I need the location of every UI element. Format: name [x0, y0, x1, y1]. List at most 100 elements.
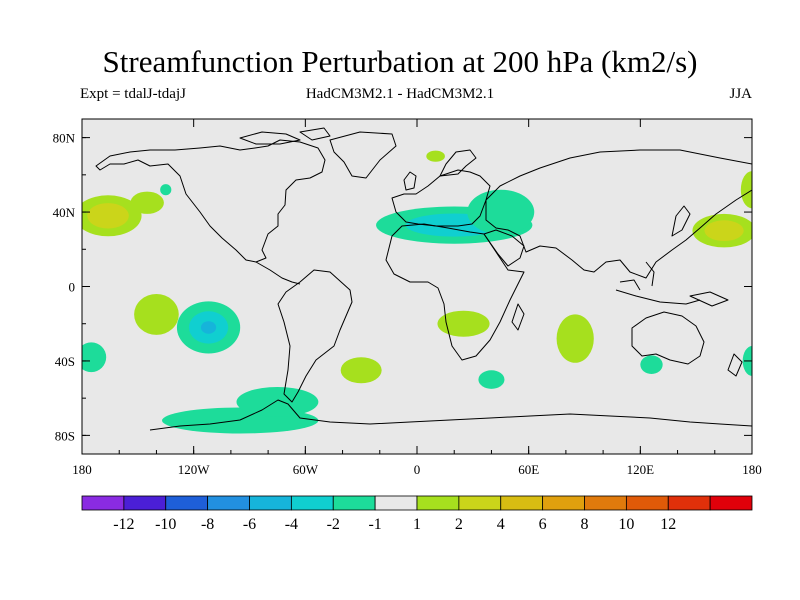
- anomaly-contour: [467, 189, 535, 235]
- anomaly-contour: [130, 191, 164, 214]
- colorbar-swatch: [249, 495, 292, 511]
- anomaly-drake-negative: [236, 387, 319, 417]
- coast-europe: [391, 169, 491, 227]
- anomaly-contour: [556, 314, 594, 363]
- y-tick-label: 80N: [53, 131, 76, 146]
- colorbar-swatch: [123, 495, 167, 511]
- anomaly-south-indian-negative: [478, 370, 505, 389]
- colorbar-label: 2: [455, 516, 463, 533]
- coast-new-guinea: [689, 291, 729, 307]
- x-tick-label: 180: [72, 462, 92, 477]
- anomaly-scandinavia-positive: [426, 150, 445, 162]
- colorbar-swatch: [290, 495, 334, 511]
- coast-arabia: [483, 229, 525, 267]
- anomaly-contour: [236, 387, 319, 417]
- anomaly-north-pacific-east-positive: [130, 191, 164, 214]
- coast-british-isles: [403, 171, 417, 191]
- anomaly-contour: [426, 150, 445, 162]
- colorbar: -12 -10 -8 -6 -4 -2 -1 1 2 4 6 8 10 12: [81, 495, 753, 533]
- colorbar-label: -6: [243, 516, 256, 533]
- anomaly-contour: [82, 342, 107, 373]
- colorbar-label: -1: [368, 516, 381, 533]
- anomaly-contour: [640, 355, 663, 374]
- anomaly-contour: [87, 203, 129, 229]
- colorbar-swatch: [667, 495, 711, 511]
- colorbar-label: -2: [327, 516, 340, 533]
- anomaly-southeast-pacific-negative: [176, 301, 241, 354]
- colorbar-swatch: [374, 495, 418, 511]
- anomaly-east-pacific-south-positive: [134, 293, 179, 335]
- colorbar-swatch: [416, 495, 460, 511]
- colorbar-label: 4: [497, 516, 505, 533]
- colorbar-label: -8: [201, 516, 214, 533]
- chart-title: Streamfunction Perturbation at 200 hPa (…: [102, 44, 698, 79]
- x-tick-label: 180: [742, 462, 762, 477]
- coast-south-america: [277, 269, 353, 403]
- anomaly-arabia-negative: [467, 189, 535, 235]
- colorbar-swatch: [207, 495, 250, 511]
- anomaly-northwest-pacific-positive: [740, 171, 752, 209]
- x-tick-label: 120E: [627, 462, 655, 477]
- anomaly-contour: [478, 370, 505, 389]
- colorbar-label: 8: [581, 516, 589, 533]
- colorbar-label: -4: [285, 516, 298, 533]
- coast-scandinavia: [439, 149, 477, 177]
- colorbar-swatch: [81, 495, 125, 511]
- model-label: HadCM3M2.1 - HadCM3M2.1: [305, 86, 495, 102]
- colorbar-swatch: [542, 495, 585, 511]
- anomaly-contour: [160, 184, 172, 196]
- axes: 180 120W 60W 0 60E 120E 180 80N 40N 0 40S 80S: [53, 119, 762, 477]
- coast-indonesia: [615, 261, 701, 305]
- anomaly-contour: [704, 220, 744, 242]
- x-tick-label: 120W: [178, 462, 211, 477]
- coastlines: [95, 127, 752, 431]
- season-label: JJA: [729, 86, 752, 102]
- anomaly-southern-africa-positive: [437, 310, 490, 337]
- anomaly-contour: [340, 357, 382, 384]
- coast-central-america: [255, 261, 301, 285]
- y-tick-label: 40S: [55, 354, 75, 369]
- colorbar-label: 10: [618, 516, 634, 533]
- x-tick-label: 60E: [518, 462, 539, 477]
- colorbar-swatch: [500, 495, 544, 511]
- coast-north-america: [95, 139, 326, 263]
- anomaly-west-pacific-positive: [692, 213, 752, 248]
- x-tick-label: 60W: [293, 462, 319, 477]
- coast-greenland: [329, 131, 397, 179]
- coast-africa: [385, 223, 525, 361]
- coast-asia: [485, 149, 752, 279]
- colorbar-label: 12: [660, 516, 676, 533]
- anomaly-contour: [200, 321, 217, 334]
- coast-new-zealand: [727, 353, 743, 377]
- y-tick-label: 40N: [53, 205, 76, 220]
- anomaly-indian-ocean-positive: [556, 314, 594, 363]
- colorbar-swatch: [332, 495, 376, 511]
- colorbar-label: -10: [155, 516, 176, 533]
- anomaly-contour: [437, 310, 490, 337]
- anomaly-contour: [740, 171, 752, 209]
- colorbar-swatch: [165, 495, 209, 511]
- anomaly-layer: [82, 150, 752, 434]
- coast-antarctica: [149, 399, 752, 431]
- colorbar-label: -12: [113, 516, 134, 533]
- coast-australia: [631, 311, 705, 365]
- anomaly-south-atlantic-positive: [340, 357, 382, 384]
- anomaly-alaska-negative-patch: [160, 184, 172, 196]
- y-tick-label: 80S: [55, 428, 75, 443]
- experiment-label: Expt = tdalJ-tdajJ: [80, 86, 186, 102]
- colorbar-swatch: [458, 495, 502, 511]
- anomaly-contour: [134, 293, 179, 335]
- colorbar-swatch: [584, 495, 627, 511]
- coast-madagascar: [511, 303, 525, 331]
- colorbar-label: 6: [539, 516, 547, 533]
- anomaly-north-pacific-positive: [82, 195, 142, 237]
- x-tick-label: 0: [414, 462, 421, 477]
- colorbar-swatch: [709, 495, 753, 511]
- y-tick-label: 0: [69, 280, 76, 295]
- anomaly-australia-negative: [640, 355, 663, 374]
- map-background: [82, 119, 752, 454]
- coast-arctic-islands: [239, 127, 331, 145]
- colorbar-swatch: [625, 495, 669, 511]
- coast-japan: [671, 205, 691, 237]
